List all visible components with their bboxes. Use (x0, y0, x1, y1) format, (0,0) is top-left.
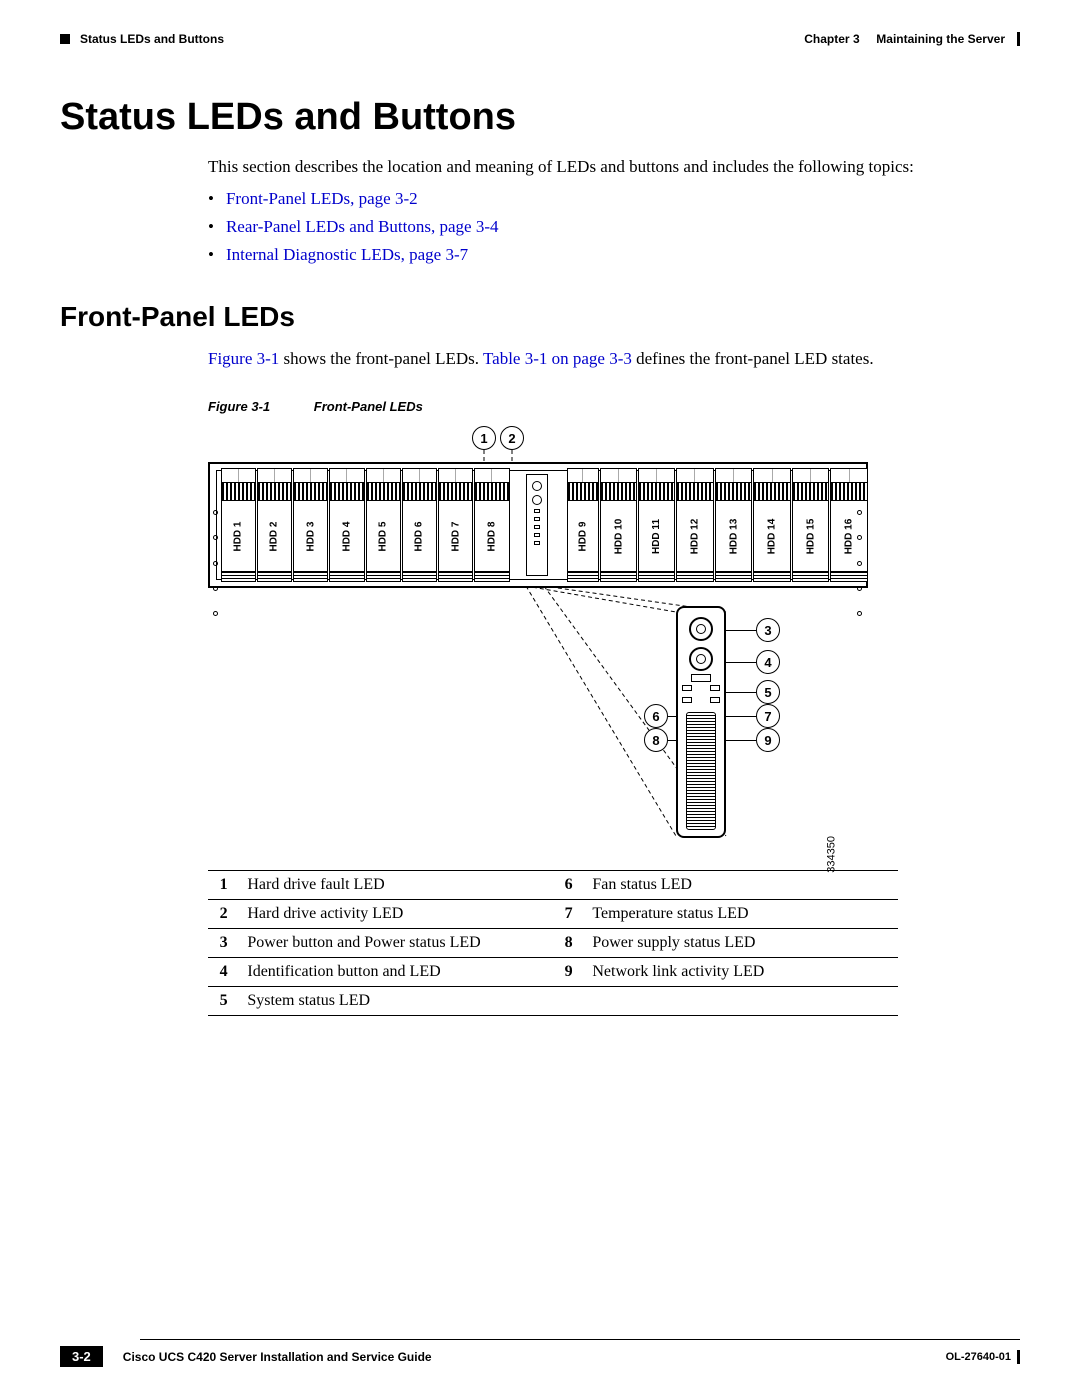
callout-1: 1 (472, 426, 496, 450)
link-internal-diag[interactable]: Internal Diagnostic LEDs, page 3-7 (226, 245, 468, 264)
rack-ear-right (856, 506, 864, 620)
server-chassis: HDD 1 HDD 2 HDD 3 HDD 4 HDD 5 HDD 6 HDD … (208, 462, 868, 588)
hdd-bay-7: HDD 7 (438, 468, 473, 582)
hdd-bay-13: HDD 13 (715, 468, 753, 582)
center-btn-1 (532, 481, 542, 491)
hdd-bay-10: HDD 10 (600, 468, 638, 582)
callout-4: 4 (756, 650, 780, 674)
table-row: 2 Hard drive activity LED 7 Temperature … (208, 900, 898, 929)
header-section-title: Status LEDs and Buttons (80, 32, 224, 46)
figure-description: Figure 3-1 shows the front-panel LEDs. T… (208, 349, 1020, 369)
callout-6: 6 (644, 704, 668, 728)
header-bar-icon (1017, 32, 1020, 46)
callout-8: 8 (644, 728, 668, 752)
table-row: 1 Hard drive fault LED 6 Fan status LED (208, 871, 898, 900)
link-front-panel[interactable]: Front-Panel LEDs, page 3-2 (226, 189, 418, 208)
system-status-led-icon (691, 674, 711, 682)
footer-doc-title: Cisco UCS C420 Server Installation and S… (123, 1350, 946, 1364)
hdd-bays-right: HDD 9 HDD 10 HDD 11 HDD 12 HDD 13 HDD 14… (566, 468, 856, 582)
hdd-bay-8: HDD 8 (474, 468, 509, 582)
callout-2: 2 (500, 426, 524, 450)
link-figure-3-1[interactable]: Figure 3-1 (208, 349, 279, 368)
connector-icon (686, 712, 716, 830)
hdd-bay-3: HDD 3 (293, 468, 328, 582)
hdd-bay-2: HDD 2 (257, 468, 292, 582)
page-header: Status LEDs and Buttons Chapter 3 Mainta… (60, 30, 1020, 46)
page-number: 3-2 (60, 1346, 103, 1367)
callout-5: 5 (756, 680, 780, 704)
page-footer: 3-2 Cisco UCS C420 Server Installation a… (60, 1339, 1020, 1367)
topic-links: Front-Panel LEDs, page 3-2 Rear-Panel LE… (208, 189, 1020, 265)
rack-ear-left (212, 506, 220, 620)
table-row: 4 Identification button and LED 9 Networ… (208, 958, 898, 987)
header-left: Status LEDs and Buttons (60, 32, 224, 46)
callout-3: 3 (756, 618, 780, 642)
hdd-bay-15: HDD 15 (792, 468, 830, 582)
link-table-3-1[interactable]: Table 3-1 on page 3-3 (483, 349, 632, 368)
hdd-bay-9: HDD 9 (567, 468, 599, 582)
figure-caption: Figure 3-1 Front-Panel LEDs (208, 399, 1020, 414)
intro-text: This section describes the location and … (208, 157, 1020, 177)
id-button-icon (689, 647, 713, 671)
hdd-bay-11: HDD 11 (638, 468, 675, 582)
control-panel-zoom (676, 606, 726, 838)
hdd-bay-12: HDD 12 (676, 468, 714, 582)
heading-2: Front-Panel LEDs (60, 301, 1020, 333)
center-btn-2 (532, 495, 542, 505)
power-button-icon (689, 617, 713, 641)
footer-bar-icon (1017, 1350, 1020, 1364)
table-row: 3 Power button and Power status LED 8 Po… (208, 929, 898, 958)
hdd-bay-5: HDD 5 (366, 468, 401, 582)
header-chapter: Chapter 3 (804, 32, 859, 46)
footer-doc-id: OL-27640-01 (946, 1351, 1011, 1363)
callout-7: 7 (756, 704, 780, 728)
hdd-bay-6: HDD 6 (402, 468, 437, 582)
hdd-bay-1: HDD 1 (221, 468, 256, 582)
header-chapter-title: Maintaining the Server (876, 32, 1005, 46)
led-row-1 (682, 685, 720, 691)
hdd-bay-4: HDD 4 (329, 468, 364, 582)
figure-number: Figure 3-1 (208, 399, 270, 414)
center-control-panel (526, 474, 548, 576)
hdd-bays-left: HDD 1 HDD 2 HDD 3 HDD 4 HDD 5 HDD 6 HDD … (220, 468, 510, 582)
led-row-2 (682, 697, 720, 703)
legend-table: 1 Hard drive fault LED 6 Fan status LED … (208, 870, 898, 1016)
callout-9: 9 (756, 728, 780, 752)
heading-1: Status LEDs and Buttons (60, 96, 1020, 139)
figure-title: Front-Panel LEDs (314, 399, 423, 414)
link-rear-panel[interactable]: Rear-Panel LEDs and Buttons, page 3-4 (226, 217, 499, 236)
front-panel-diagram: 1 2 HDD 1 HDD 2 HDD 3 HDD 4 HDD 5 HDD 6 … (208, 426, 888, 866)
table-row: 5 System status LED (208, 987, 898, 1016)
header-right: Chapter 3 Maintaining the Server (804, 32, 1020, 46)
header-square-icon (60, 34, 70, 44)
hdd-bay-14: HDD 14 (753, 468, 791, 582)
